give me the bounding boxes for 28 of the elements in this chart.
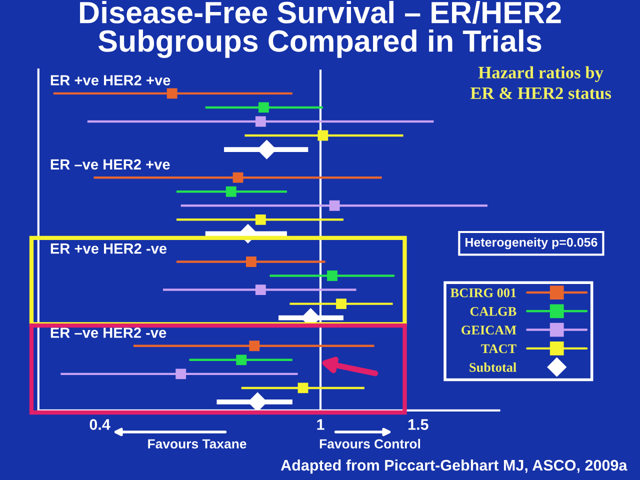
text: Hazard ratios by ER & HER2 status [470, 66, 612, 100]
x-tick-label: 1.5 [408, 419, 428, 430]
annotation: Heterogeneity p=0.056 [466, 238, 598, 250]
point [246, 256, 256, 267]
legend-label: TACT [481, 344, 516, 354]
text: Favours Control [320, 438, 420, 449]
point [255, 214, 266, 225]
text: Adapted from Piccart-Gebhart MJ, ASCO, 2009a [280, 459, 628, 474]
point [257, 140, 276, 160]
point [258, 102, 269, 113]
text: Favours Taxane [148, 439, 246, 449]
point [255, 116, 266, 127]
point [249, 340, 260, 352]
legend-label: CALGB [470, 307, 516, 316]
x-tick-label: 1 [317, 419, 324, 430]
point [318, 130, 328, 141]
point [248, 392, 268, 410]
y-tick-label: ER +ve HER2 -ve [50, 243, 167, 254]
point [298, 382, 308, 394]
legend-label: BCIRG 001 [450, 288, 516, 298]
y-tick-label: ER –ve HER2 +ve [50, 159, 170, 170]
point [255, 284, 266, 295]
legend-label: GEICAM [462, 326, 516, 335]
x-tick-label: 0.4 [90, 419, 110, 430]
legend-label: Subtotal [470, 362, 516, 372]
y-tick-label: ER +ve HER2 +ve [50, 75, 170, 86]
chart-title: Disease-Free Survival – ER/HER2 Subgroups Compared in Trials [80, 0, 561, 58]
y-tick-label: ER –ve HER2 -ve [50, 328, 166, 338]
